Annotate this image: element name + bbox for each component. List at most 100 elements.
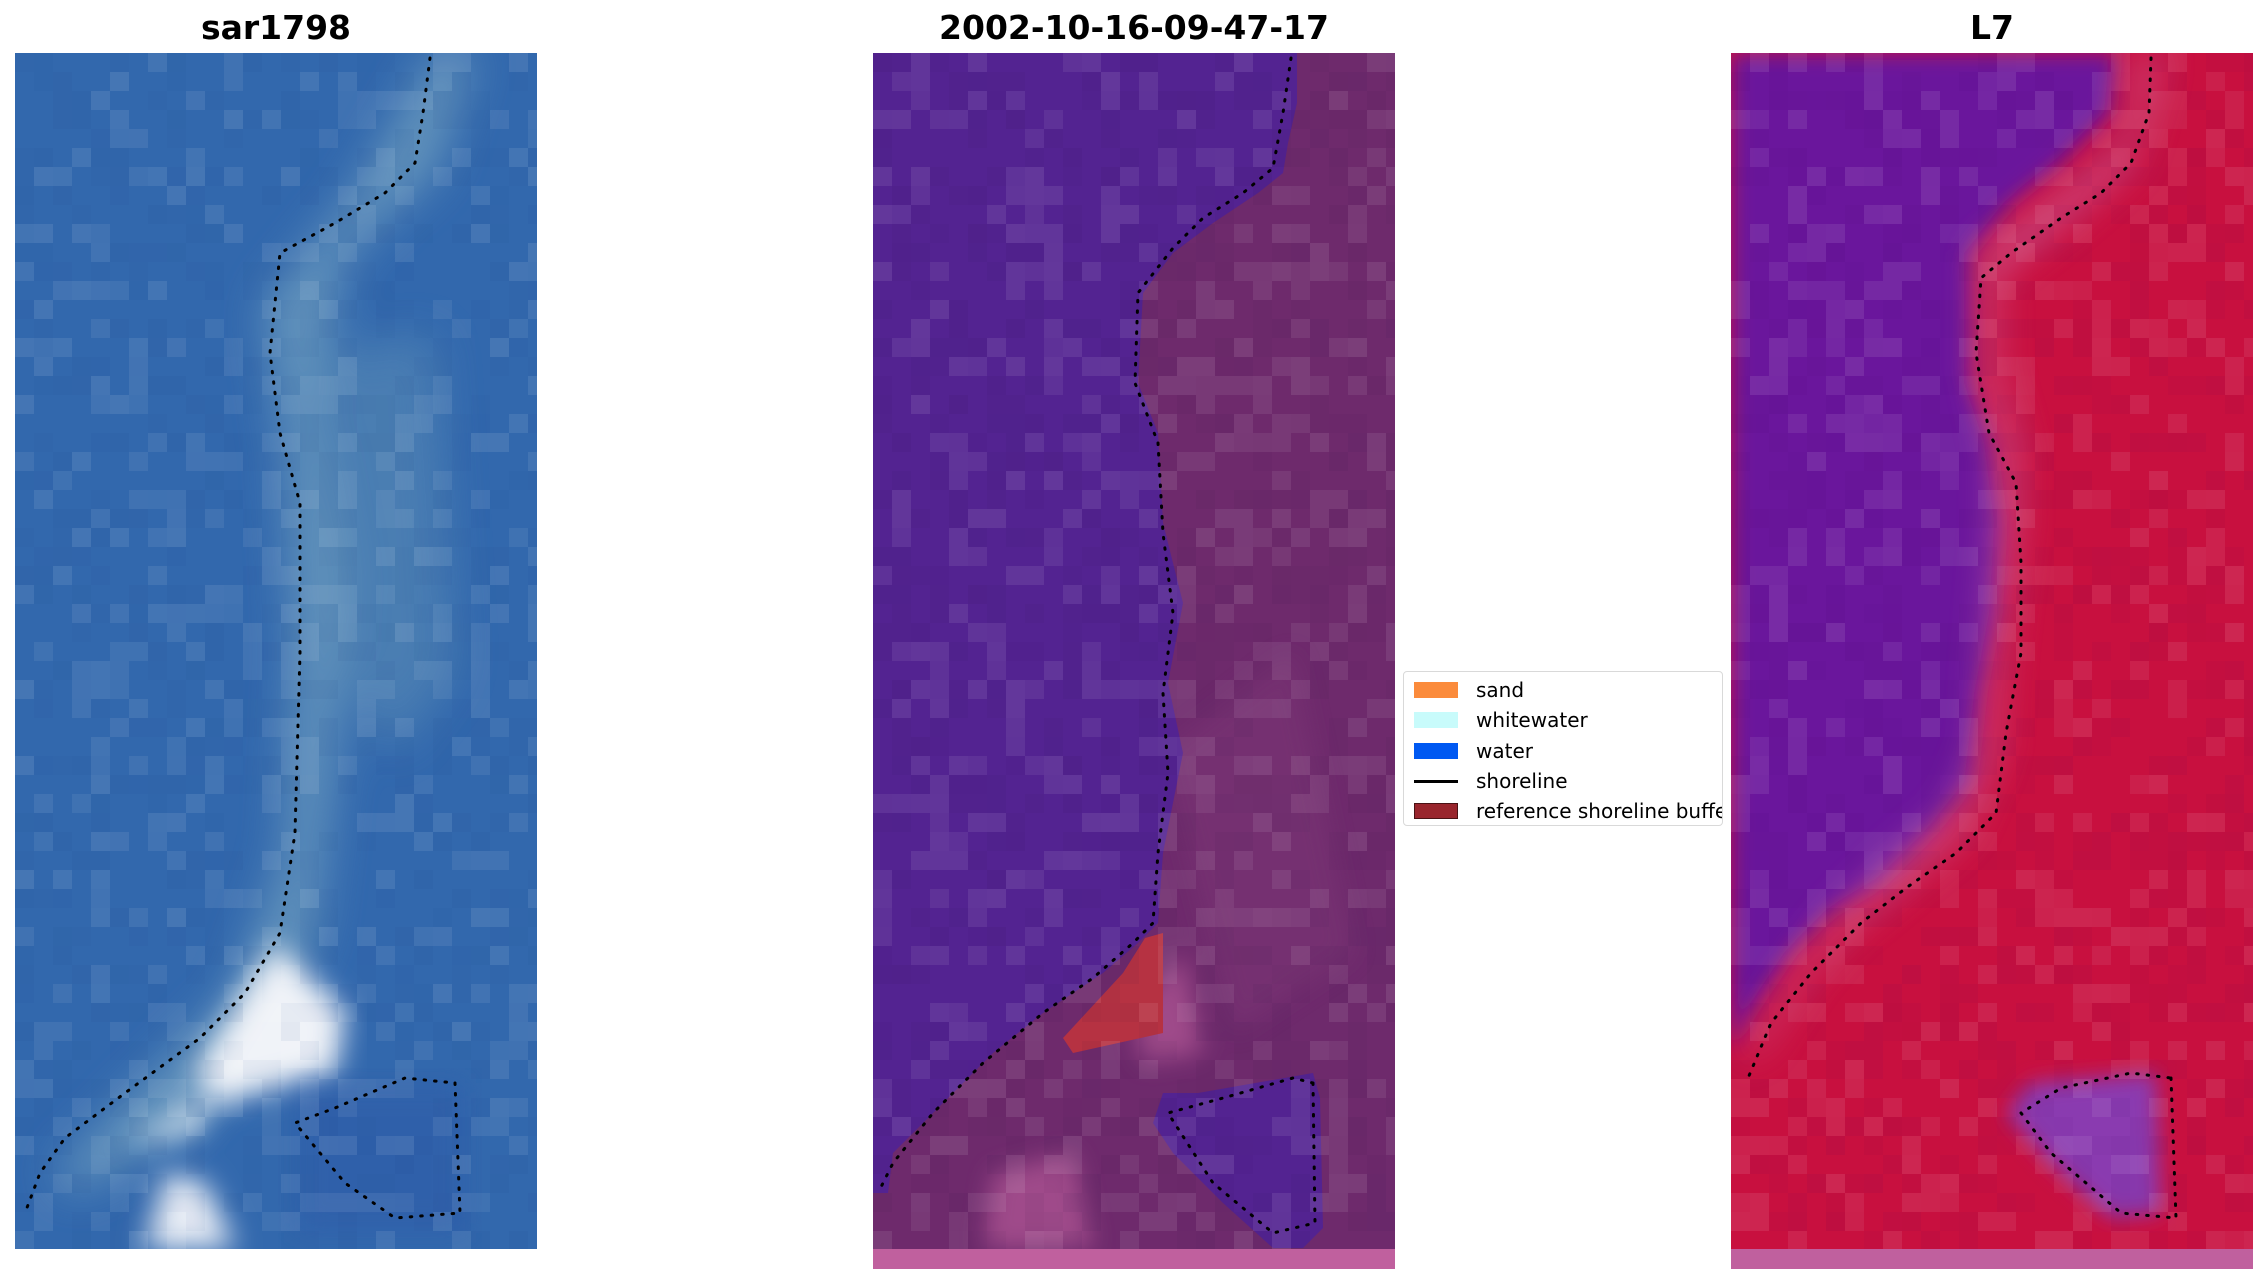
- pixel-cell: [1940, 452, 1959, 471]
- pixel-cell: [1978, 547, 1997, 566]
- pixel-cell: [395, 623, 414, 642]
- pixel-cell: [2206, 832, 2225, 851]
- pixel-cell: [2054, 1060, 2073, 1079]
- pixel-cell: [1025, 452, 1044, 471]
- pixel-cell: [414, 775, 433, 794]
- pixel-cell: [395, 167, 414, 186]
- pixel-cell: [376, 91, 395, 110]
- pixel-cell: [72, 528, 91, 547]
- pixel-cell: [1120, 1155, 1139, 1174]
- pixel-cell: [414, 813, 433, 832]
- pixel-cell: [490, 186, 509, 205]
- pixel-cell: [1978, 661, 1997, 680]
- pixel-cell: [1997, 129, 2016, 148]
- pixel-cell: [1883, 680, 1902, 699]
- pixel-cell: [1063, 889, 1082, 908]
- pixel-cell: [1291, 1117, 1310, 1136]
- pixel-cell: [1845, 737, 1864, 756]
- pixel-cell: [1063, 832, 1082, 851]
- pixel-cell: [319, 623, 338, 642]
- pixel-cell: [357, 813, 376, 832]
- pixel-cell: [528, 984, 537, 1003]
- pixel-cell: [2092, 718, 2111, 737]
- pixel-cell: [72, 851, 91, 870]
- pixel-cell: [873, 148, 892, 167]
- pixel-cell: [1329, 547, 1348, 566]
- pixel-cell: [2035, 965, 2054, 984]
- pixel-cell: [2073, 718, 2092, 737]
- pixel-cell: [1386, 699, 1395, 718]
- pixel-cell: [1310, 376, 1329, 395]
- pixel-cell: [490, 718, 509, 737]
- pixel-cell: [243, 281, 262, 300]
- pixel-cell: [1921, 756, 1940, 775]
- pixel-cell: [1997, 205, 2016, 224]
- pixel-cell: [53, 471, 72, 490]
- pixel-cell: [873, 1041, 892, 1060]
- pixel-cell: [395, 148, 414, 167]
- pixel-cell: [129, 509, 148, 528]
- pixel-cell: [1864, 53, 1883, 72]
- pixel-cell: [148, 642, 167, 661]
- pixel-cell: [167, 110, 186, 129]
- pixel-cell: [2206, 547, 2225, 566]
- pixel-cell: [1940, 547, 1959, 566]
- pixel-cell: [1883, 547, 1902, 566]
- pixel-cell: [2054, 1231, 2073, 1250]
- pixel-cell: [490, 1155, 509, 1174]
- pixel-cell: [2149, 433, 2168, 452]
- pixel-cell: [1063, 148, 1082, 167]
- pixel-cell: [243, 642, 262, 661]
- pixel-cell: [34, 243, 53, 262]
- pixel-cell: [1291, 148, 1310, 167]
- pixel-cell: [1272, 965, 1291, 984]
- pixel-cell: [1902, 1041, 1921, 1060]
- pixel-cell: [205, 832, 224, 851]
- pixel-cell: [1025, 566, 1044, 585]
- pixel-cell: [1731, 908, 1750, 927]
- pixel-cell: [1253, 186, 1272, 205]
- pixel-cell: [300, 281, 319, 300]
- pixel-cell: [414, 319, 433, 338]
- pixel-cell: [949, 680, 968, 699]
- pixel-cell: [1959, 509, 1978, 528]
- pixel-cell: [892, 110, 911, 129]
- pixel-cell: [186, 186, 205, 205]
- pixel-cell: [433, 1022, 452, 1041]
- pixel-cell: [2130, 205, 2149, 224]
- pixel-cell: [1845, 1212, 1864, 1231]
- pixel-cell: [892, 243, 911, 262]
- pixel-cell: [1367, 433, 1386, 452]
- pixel-cell: [873, 53, 892, 72]
- pixel-cell: [357, 946, 376, 965]
- pixel-cell: [1044, 661, 1063, 680]
- pixel-cell: [1196, 148, 1215, 167]
- pixel-cell: [892, 72, 911, 91]
- pixel-cell: [1329, 737, 1348, 756]
- pixel-cell: [1788, 1060, 1807, 1079]
- pixel-cell: [2073, 737, 2092, 756]
- pixel-cell: [1196, 794, 1215, 813]
- pixel-cell: [1329, 110, 1348, 129]
- pixel-cell: [1044, 737, 1063, 756]
- pixel-cell: [148, 832, 167, 851]
- pixel-cell: [1826, 224, 1845, 243]
- pixel-cell: [2206, 566, 2225, 585]
- pixel-cell: [1997, 433, 2016, 452]
- pixel-cell: [1386, 72, 1395, 91]
- pixel-cell: [2187, 319, 2206, 338]
- pixel-cell: [873, 927, 892, 946]
- pixel-cell: [1978, 908, 1997, 927]
- pixel-cell: [1807, 813, 1826, 832]
- pixel-cell: [1101, 661, 1120, 680]
- pixel-cell: [1883, 870, 1902, 889]
- pixel-cell: [1883, 395, 1902, 414]
- pixel-cell: [243, 53, 262, 72]
- pixel-cell: [53, 528, 72, 547]
- pixel-cell: [1807, 357, 1826, 376]
- pixel-cell: [281, 490, 300, 509]
- pixel-cell: [1253, 262, 1272, 281]
- pixel-cell: [1367, 110, 1386, 129]
- pixel-cell: [1329, 1079, 1348, 1098]
- pixel-cell: [1386, 623, 1395, 642]
